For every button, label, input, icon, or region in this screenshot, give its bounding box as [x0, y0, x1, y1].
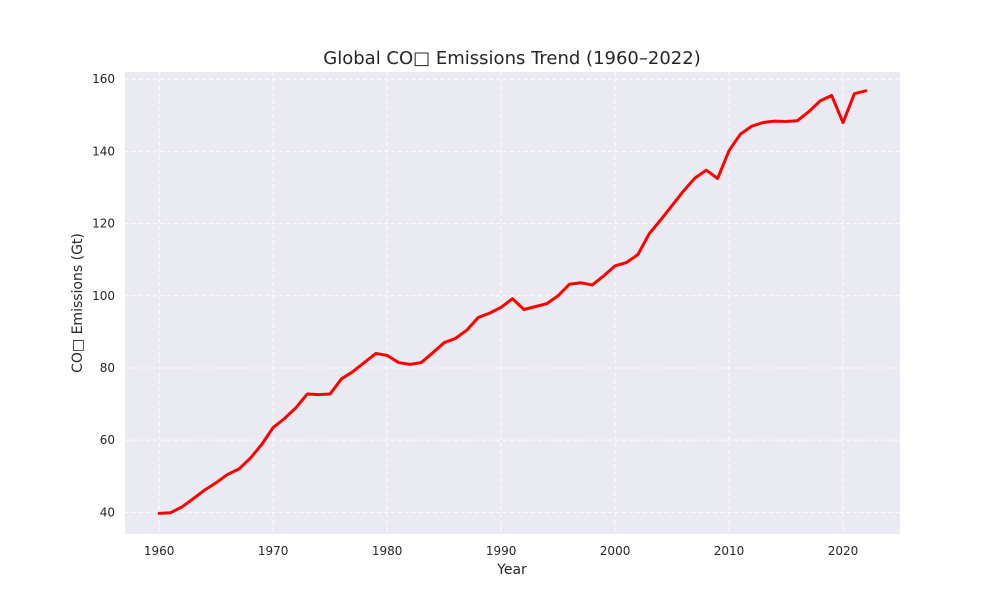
x-tick-label: 2020	[828, 544, 859, 558]
tick-labels: 1960 1970 1980 1990 2000 2010 2020 40 60 80 100 120…	[92, 72, 858, 558]
y-tick-label: 100	[92, 289, 115, 303]
plot-area	[125, 72, 900, 534]
x-tick-label: 1960	[144, 544, 175, 558]
x-tick-label: 2000	[600, 544, 631, 558]
x-tick-label: 1980	[372, 544, 403, 558]
x-tick-label: 2010	[714, 544, 745, 558]
y-tick-label: 80	[100, 361, 115, 375]
series-line	[157, 89, 868, 515]
y-axis-label: CO□ Emissions (Gt)	[70, 233, 86, 373]
y-tick-label: 120	[92, 217, 115, 231]
x-tick-label: 1970	[258, 544, 289, 558]
chart-title: Global CO□ Emissions Trend (1960–2022)	[323, 48, 700, 69]
y-tick-label: 60	[100, 433, 115, 447]
y-tick-label: 40	[100, 505, 115, 519]
x-axis-label: Year	[496, 562, 527, 578]
y-tick-label: 140	[92, 144, 115, 158]
y-tick-label: 160	[92, 72, 115, 86]
x-tick-label: 1990	[486, 544, 517, 558]
